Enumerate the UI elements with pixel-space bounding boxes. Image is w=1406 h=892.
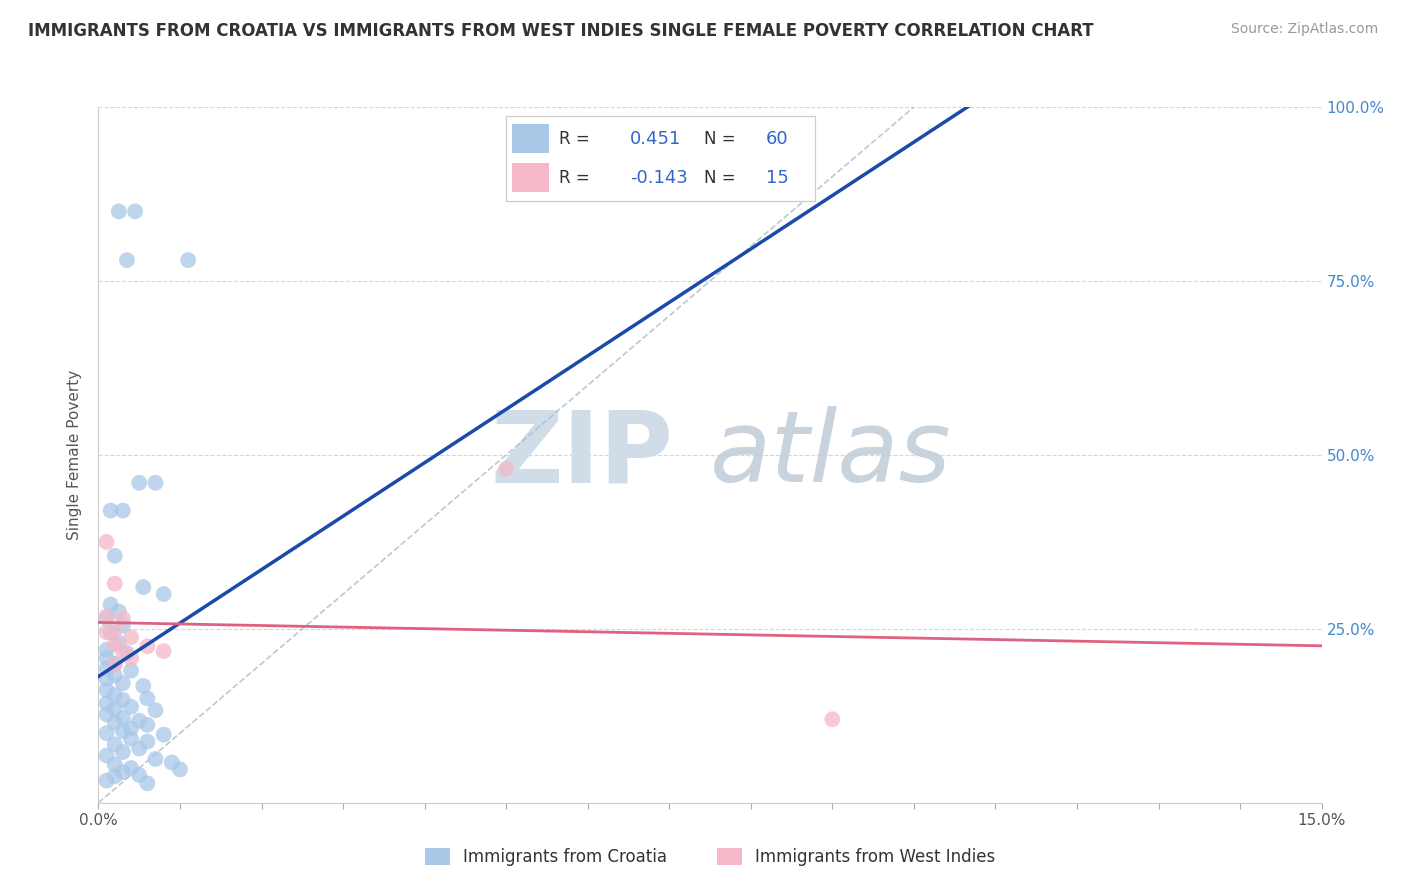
- FancyBboxPatch shape: [512, 124, 550, 153]
- Point: [96, 535, 118, 549]
- Point: [104, 658, 127, 673]
- Point: [111, 676, 134, 690]
- Point: [96, 773, 118, 788]
- Point: [96, 625, 118, 640]
- Point: [124, 204, 146, 219]
- Point: [821, 712, 844, 726]
- Point: [111, 618, 134, 632]
- Point: [96, 748, 118, 763]
- Point: [96, 707, 118, 722]
- Point: [169, 763, 191, 777]
- Point: [120, 630, 142, 644]
- Text: R =: R =: [558, 169, 595, 186]
- Point: [120, 761, 142, 775]
- Point: [96, 609, 118, 624]
- Point: [128, 714, 150, 728]
- Text: 60: 60: [766, 130, 789, 148]
- Point: [145, 703, 167, 717]
- Point: [115, 253, 138, 268]
- Point: [120, 651, 142, 665]
- Point: [96, 726, 118, 740]
- Text: N =: N =: [704, 169, 735, 186]
- Point: [111, 611, 134, 625]
- Point: [136, 691, 159, 706]
- Point: [145, 752, 167, 766]
- Point: [104, 668, 127, 682]
- Point: [111, 644, 134, 658]
- Text: ZIP: ZIP: [491, 407, 673, 503]
- Point: [128, 768, 150, 782]
- Point: [177, 253, 200, 268]
- Point: [96, 642, 118, 657]
- Point: [120, 664, 142, 678]
- Point: [104, 637, 127, 651]
- Point: [104, 624, 127, 638]
- Point: [108, 636, 131, 650]
- Point: [128, 475, 150, 490]
- Point: [104, 702, 127, 716]
- Point: [96, 683, 118, 698]
- Point: [160, 756, 183, 770]
- Point: [104, 576, 127, 591]
- Point: [145, 475, 167, 490]
- Point: [100, 503, 122, 517]
- Point: [115, 646, 138, 660]
- Text: -0.143: -0.143: [630, 169, 688, 186]
- Point: [111, 765, 134, 780]
- Point: [96, 672, 118, 686]
- Point: [495, 462, 517, 476]
- Point: [152, 644, 174, 658]
- Text: IMMIGRANTS FROM CROATIA VS IMMIGRANTS FROM WEST INDIES SINGLE FEMALE POVERTY COR: IMMIGRANTS FROM CROATIA VS IMMIGRANTS FR…: [28, 22, 1094, 40]
- Point: [100, 625, 122, 640]
- Text: Source: ZipAtlas.com: Source: ZipAtlas.com: [1230, 22, 1378, 37]
- Point: [136, 776, 159, 790]
- Point: [136, 734, 159, 748]
- Text: N =: N =: [704, 130, 735, 148]
- Point: [128, 741, 150, 756]
- Point: [136, 718, 159, 732]
- Text: 15: 15: [766, 169, 789, 186]
- Point: [136, 639, 159, 653]
- Point: [111, 711, 134, 725]
- Point: [104, 737, 127, 751]
- Point: [104, 757, 127, 772]
- Text: R =: R =: [558, 130, 595, 148]
- Point: [132, 580, 155, 594]
- Legend: Immigrants from Croatia, Immigrants from West Indies: Immigrants from Croatia, Immigrants from…: [416, 839, 1004, 874]
- Text: atlas: atlas: [710, 407, 952, 503]
- Point: [120, 722, 142, 736]
- Text: 0.451: 0.451: [630, 130, 682, 148]
- FancyBboxPatch shape: [512, 163, 550, 192]
- Point: [108, 605, 131, 619]
- Point: [111, 724, 134, 739]
- Point: [152, 587, 174, 601]
- Point: [96, 611, 118, 625]
- Point: [120, 699, 142, 714]
- Point: [104, 688, 127, 702]
- Point: [96, 696, 118, 710]
- Point: [96, 661, 118, 675]
- Point: [152, 728, 174, 742]
- Point: [111, 503, 134, 517]
- Point: [108, 204, 131, 219]
- Point: [104, 549, 127, 563]
- Point: [96, 651, 118, 665]
- Y-axis label: Single Female Poverty: Single Female Poverty: [67, 370, 83, 540]
- Point: [111, 745, 134, 759]
- Point: [120, 731, 142, 746]
- Point: [100, 598, 122, 612]
- Point: [104, 769, 127, 783]
- Point: [104, 657, 127, 671]
- Point: [104, 715, 127, 730]
- Point: [111, 693, 134, 707]
- Point: [132, 679, 155, 693]
